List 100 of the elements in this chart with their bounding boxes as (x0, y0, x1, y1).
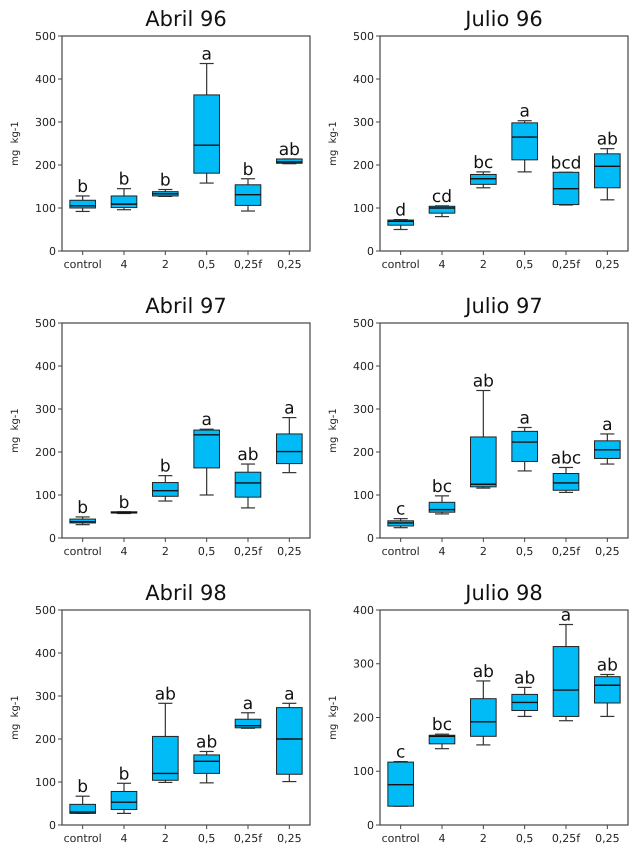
annotation: a (560, 606, 572, 626)
y-axis-title: mg kg-1 (10, 695, 21, 740)
x-tick-label: 0,25f (552, 832, 582, 845)
x-tick-label: 4 (120, 545, 128, 558)
y-tick-label: 400 (35, 360, 56, 373)
annotation: b (77, 498, 88, 518)
x-tick-label: 2 (480, 832, 487, 845)
annotation: bc (432, 476, 452, 497)
x-tick-label: control (382, 545, 420, 558)
annotation: cd (432, 186, 452, 207)
x-tick-label: 0,25 (277, 258, 302, 271)
y-tick-label: 200 (35, 446, 56, 459)
annotation: c (396, 742, 406, 763)
y-axis-title: mg kg-1 (328, 408, 339, 453)
y-tick-label: 400 (35, 72, 56, 86)
y-tick-label: 200 (353, 446, 374, 459)
annotation: b (77, 176, 88, 197)
annotation: b (242, 160, 254, 180)
x-tick-label: 4 (438, 832, 446, 845)
annotation: ab (514, 668, 536, 688)
y-tick-label: 300 (353, 402, 374, 416)
annotation: abc (550, 448, 582, 468)
x-tick-label: 0,25 (277, 545, 302, 558)
x-tick-label: 0,5 (516, 258, 534, 271)
annotation: a (242, 694, 254, 714)
y-tick-label: 400 (353, 604, 374, 617)
x-tick-label: 0,25 (595, 545, 620, 558)
x-tick-label: 2 (162, 832, 169, 845)
annotation: bc (432, 715, 452, 736)
x-tick-label: 0,25 (595, 832, 620, 845)
annotation: ab (596, 656, 618, 676)
x-tick-label: control (64, 258, 102, 271)
y-tick-label: 500 (353, 30, 374, 43)
y-axis-title: mg kg-1 (10, 408, 21, 453)
annotation: a (519, 408, 530, 428)
x-tick-label: 2 (480, 258, 487, 271)
x-tick-label: control (382, 258, 420, 271)
y-tick-label: 300 (35, 402, 56, 416)
y-tick-label: 400 (353, 360, 374, 373)
y-tick-label: 100 (353, 765, 374, 778)
annotation: a (201, 410, 212, 430)
x-tick-label: 0,5 (516, 832, 534, 845)
x-tick-label: control (382, 832, 420, 845)
y-tick-label: 100 (35, 776, 56, 789)
annotation: ab (278, 140, 300, 160)
annotation: ab (472, 372, 494, 392)
y-tick-label: 300 (35, 690, 56, 703)
y-tick-label: 500 (353, 316, 374, 330)
y-tick-label: 200 (353, 711, 374, 724)
x-tick-label: 0,25f (552, 258, 582, 271)
x-tick-label: 4 (438, 545, 446, 558)
y-tick-label: 300 (35, 116, 56, 129)
y-tick-label: 0 (49, 532, 56, 545)
y-tick-label: 0 (367, 818, 374, 832)
y-tick-label: 0 (49, 244, 56, 258)
annotation: a (284, 398, 295, 419)
y-tick-label: 100 (35, 202, 56, 215)
x-tick-label: 4 (120, 258, 128, 271)
x-tick-label: 0,5 (198, 832, 216, 845)
y-tick-label: 400 (35, 646, 56, 660)
y-tick-label: 100 (35, 488, 56, 502)
y-tick-label: 200 (35, 158, 56, 172)
chart-title: Julio 97 (463, 294, 543, 318)
annotation: b (118, 764, 130, 784)
annotation: c (396, 500, 406, 520)
annotation: ab (472, 662, 494, 682)
x-tick-label: control (64, 545, 102, 558)
y-tick-label: 100 (353, 202, 374, 215)
x-tick-label: control (64, 832, 102, 845)
x-tick-label: 0,25f (552, 545, 582, 558)
x-tick-label: 2 (162, 258, 169, 271)
y-axis-title: mg kg-1 (328, 121, 339, 166)
annotation: a (201, 44, 212, 65)
annotation: ab (196, 732, 218, 752)
chart-title: Abril 98 (145, 581, 227, 605)
y-tick-label: 0 (367, 532, 374, 545)
y-tick-label: 0 (367, 244, 374, 258)
annotation: b (118, 492, 130, 513)
x-tick-label: 0,25f (234, 832, 264, 845)
y-axis-title: mg kg-1 (328, 695, 339, 740)
annotation: ab (154, 684, 176, 704)
x-tick-label: 2 (162, 545, 169, 558)
x-tick-label: 0,5 (516, 545, 534, 558)
x-tick-label: 0,25f (234, 545, 264, 558)
annotation: b (160, 170, 171, 191)
y-axis-title: mg kg-1 (10, 121, 21, 166)
chart-title: Abril 97 (145, 294, 227, 318)
y-tick-label: 300 (353, 116, 374, 129)
y-tick-label: 500 (35, 604, 56, 617)
x-tick-label: 2 (480, 545, 487, 558)
x-tick-label: 4 (120, 832, 128, 845)
annotation: a (602, 414, 613, 435)
x-tick-label: 0,5 (198, 258, 216, 271)
y-tick-label: 200 (353, 158, 374, 172)
y-tick-label: 500 (35, 30, 56, 43)
x-tick-label: 0,25 (595, 258, 620, 271)
x-tick-label: 4 (438, 258, 446, 271)
y-tick-label: 400 (353, 72, 374, 86)
chart-title: Julio 98 (463, 581, 543, 605)
chart-title: Abril 96 (145, 7, 227, 31)
